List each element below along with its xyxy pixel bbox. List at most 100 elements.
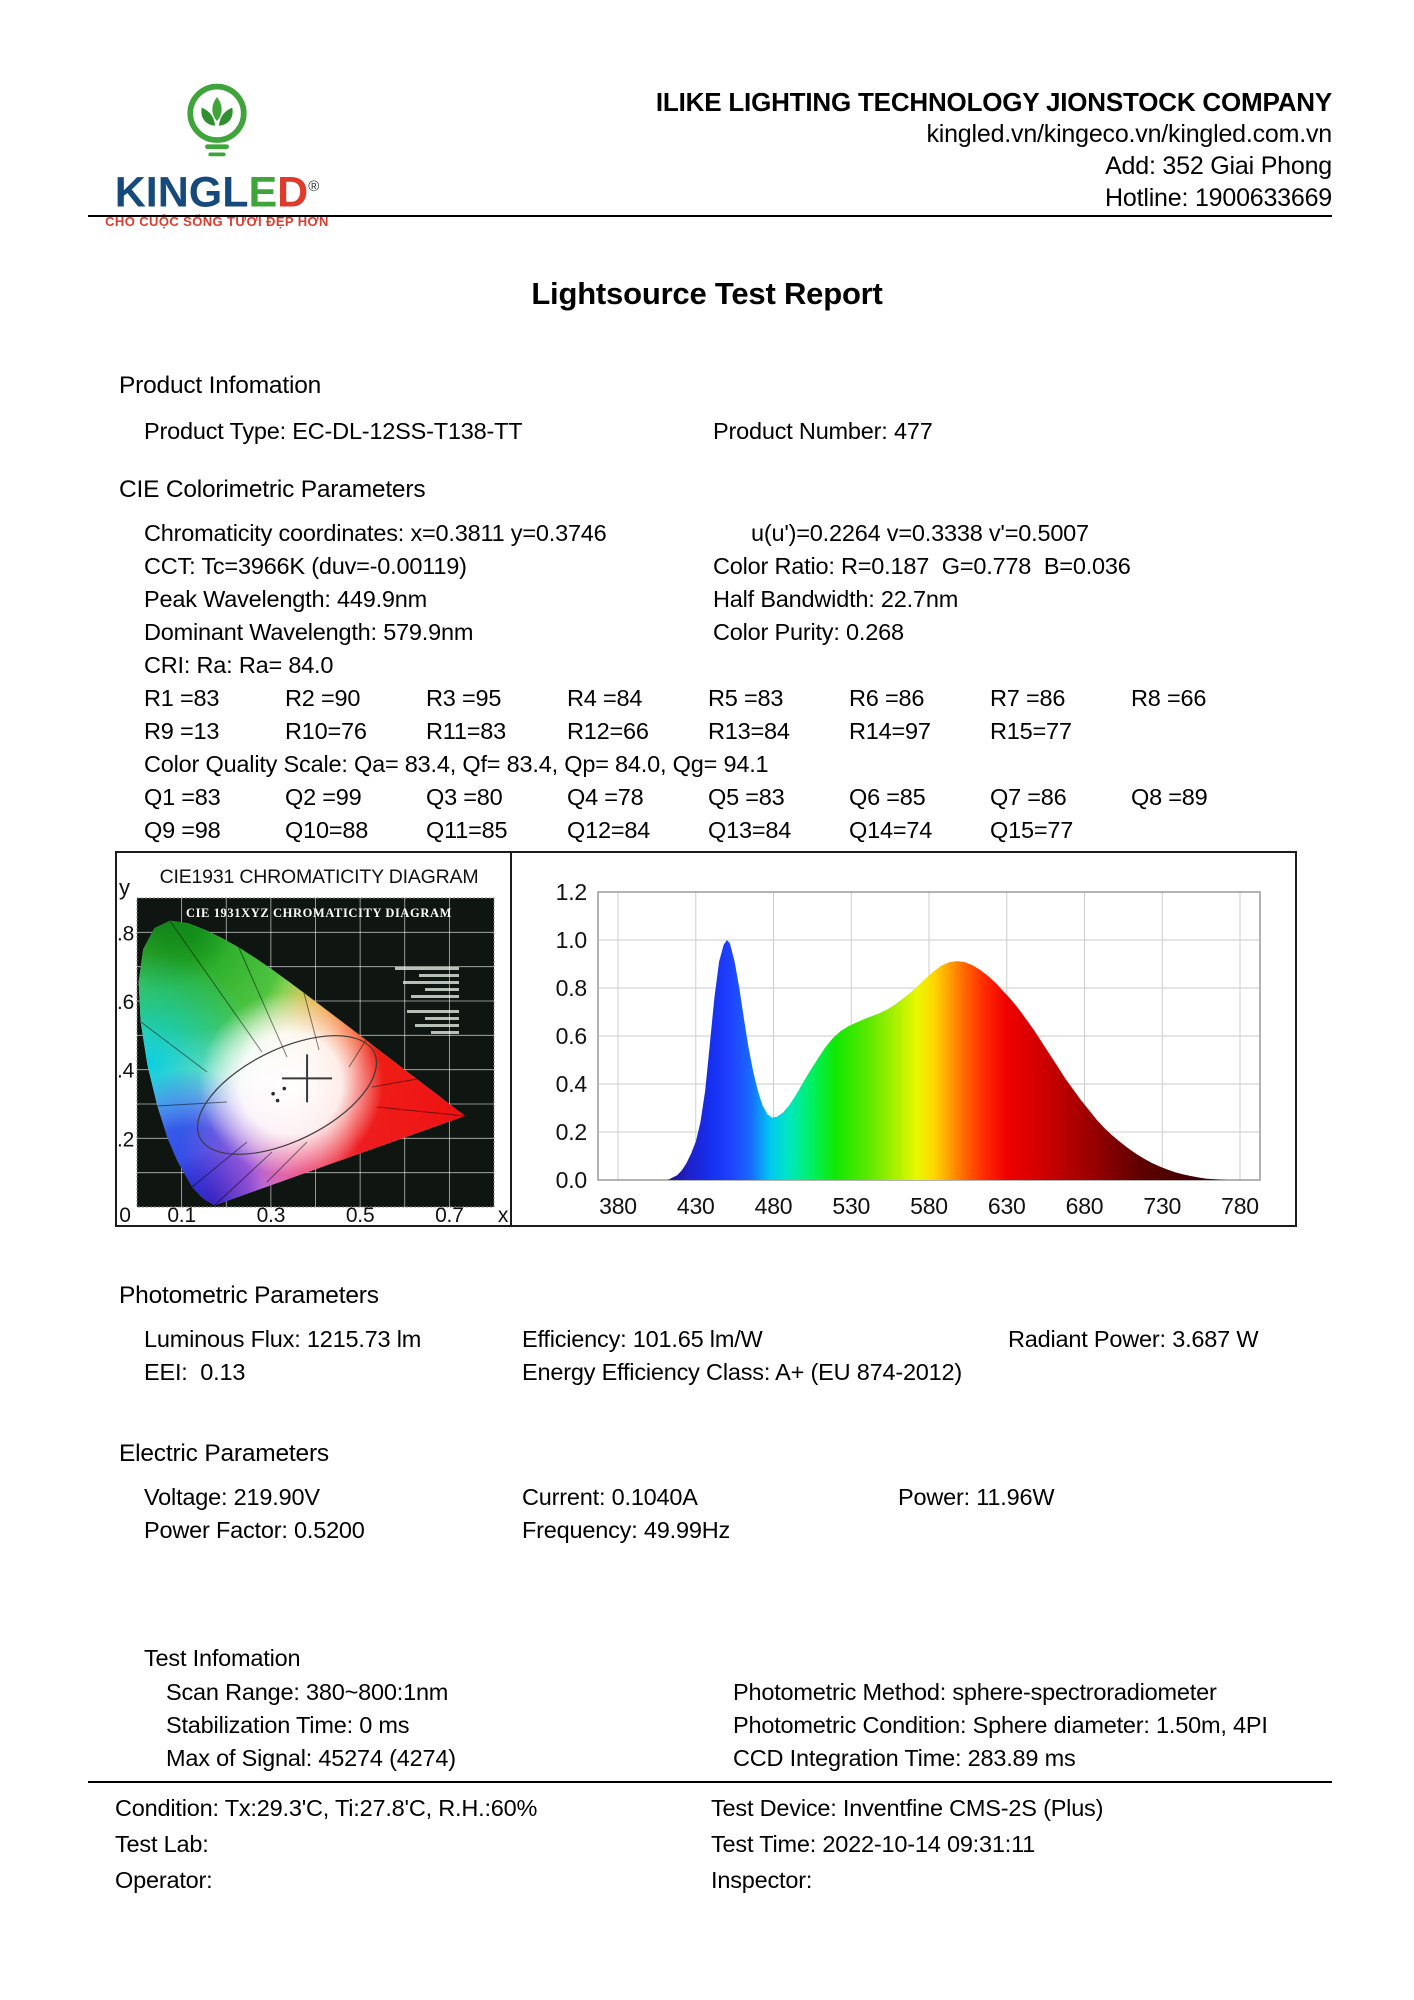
svg-text:1.0: 1.0 [556,927,587,953]
cie-legend-line [425,1017,459,1020]
index-value: R4 =84 [567,685,643,711]
index-value: Q7 =86 [990,784,1067,810]
spectral-distribution-chart: 0.0 0.2 0.4 0.6 0.8 1.0 1.2 380 430 480 530 580 630 6… [556,879,1261,1219]
cie-test-point-marker [282,1054,333,1103]
peak-wavelength-row: Peak Wavelength: 449.9nm Half Bandwidth:… [0,586,1414,620]
cqs-row: Color Quality Scale: Qa= 83.4, Qf= 83.4,… [0,751,1414,785]
footer-row1: Condition: Tx:29.3'C, Ti:27.8'C, R.H.:60… [0,1795,1414,1829]
cie-legend-line [411,995,459,998]
chromaticity-row: Chromaticity coordinates: x=0.3811 y=0.3… [0,520,1414,554]
charts-panel: CIE1931 CHROMATICITY DIAGRAM y .8 .6 .4 .2 0 0.… [115,851,1297,1227]
index-value: R2 =90 [285,685,361,711]
photometric-row2: EEI: 0.13 Energy Efficiency Class: A+ (E… [0,1359,1414,1393]
cie-legend-line [407,1010,459,1013]
index-value: R11=83 [426,718,507,744]
svg-text:430: 430 [677,1193,715,1219]
section-electric: Electric Parameters [119,1440,329,1467]
svg-text:CIE1931 CHROMATICITY DIAGRAM: CIE1931 CHROMATICITY DIAGRAM [160,866,479,888]
company-info-block: ILIKE LIGHTING TECHNOLOGY JIONSTOCK COMP… [656,86,1332,214]
index-value: Q10=88 [285,817,369,843]
company-website: kingled.vn/kingeco.vn/kingled.com.vn [926,120,1332,148]
cie-legend-line [403,981,459,984]
index-value: Q11=85 [426,817,508,843]
dominant-wavelength: Dominant Wavelength: 579.9nm [144,619,474,645]
test-info-row2: Stabilization Time: 0 ms Photometric Con… [0,1712,1414,1746]
svg-text:0.7: 0.7 [435,1204,464,1227]
cri-ra: CRI: Ra: Ra= 84.0 [144,652,334,678]
index-value: Q12=84 [567,817,651,843]
index-value: Q6 =85 [849,784,926,810]
index-value: R3 =95 [426,685,502,711]
frequency: Frequency: 49.99Hz [522,1517,731,1543]
company-name: ILIKE LIGHTING TECHNOLOGY JIONSTOCK COMP… [655,87,1332,117]
kingled-logo: KINGLED® CHO CUỘC SỐNG TƯƠI ĐẸP HƠN [83,78,351,229]
index-value: R13=84 [708,718,790,744]
product-number: Product Number: 477 [713,418,933,444]
dominant-wavelength-row: Dominant Wavelength: 579.9nm Color Purit… [0,619,1414,653]
test-device: Test Device: Inventfine CMS-2S (Plus) [711,1795,1104,1821]
spectrum-area [667,940,1228,1180]
color-purity: Color Purity: 0.268 [713,619,904,645]
svg-text:480: 480 [755,1193,793,1219]
svg-text:.4: .4 [117,1060,135,1083]
half-bandwidth: Half Bandwidth: 22.7nm [713,586,959,612]
cie-legend-line [395,967,459,970]
cie-legend-line [415,1024,459,1027]
svg-text:630: 630 [988,1193,1026,1219]
header-divider [88,215,1332,217]
cie-chromaticity-chart: CIE1931 CHROMATICITY DIAGRAM y .8 .6 .4 .2 0 0.… [117,866,509,1227]
index-value: R5 =83 [708,685,784,711]
kingled-bulb-icon [187,83,247,157]
company-address: Add: 352 Giai Phong [1105,152,1332,180]
section-cie-parameters: CIE Colorimetric Parameters [119,476,426,503]
section-product-information: Product Infomation [119,372,322,399]
registered-mark-icon: ® [308,178,320,195]
cie-legend-line [431,1031,459,1034]
cqs-values-row1: Q1 =83 Q2 =99 Q3 =80 Q4 =78 Q5 =83 Q6 =85 Q7 =… [0,784,1414,818]
index-value: Q8 =89 [1131,784,1208,810]
footer-row2: Test Lab: Test Time: 2022-10-14 09:31:11 [0,1831,1414,1865]
svg-text:0.1: 0.1 [167,1204,196,1227]
svg-text:0.0: 0.0 [556,1167,587,1193]
luminous-flux: Luminous Flux: 1215.73 lm [144,1326,422,1352]
photometric-method: Photometric Method: sphere-spectroradiom… [733,1679,1217,1705]
index-value: Q9 =98 [144,817,221,843]
kingled-wordmark: KINGLED® [83,167,351,214]
chromaticity-coordinates: Chromaticity coordinates: x=0.3811 y=0.3… [144,520,607,546]
index-value: Q2 =99 [285,784,362,810]
index-value: R8 =66 [1131,685,1207,711]
section-photometric: Photometric Parameters [119,1282,379,1309]
svg-text:580: 580 [910,1193,948,1219]
max-of-signal: Max of Signal: 45274 (4274) [166,1745,456,1771]
svg-text:0.4: 0.4 [556,1071,588,1097]
stabilization-time: Stabilization Time: 0 ms [166,1712,410,1738]
index-value: Q15=77 [990,817,1074,843]
index-value: R15=77 [990,718,1072,744]
index-value: R12=66 [567,718,649,744]
index-value: R7 =86 [990,685,1066,711]
index-value: Q4 =78 [567,784,644,810]
eei: EEI: 0.13 [144,1359,246,1385]
index-value: R10=76 [285,718,367,744]
svg-text:0.8: 0.8 [556,975,587,1001]
svg-text:680: 680 [1066,1193,1104,1219]
svg-text:.2: .2 [117,1128,134,1151]
operator: Operator: [115,1867,213,1893]
logo-text-d: D [277,168,309,217]
report-title: Lightsource Test Report [531,276,883,311]
cie-legend-line [425,988,459,991]
power-factor: Power Factor: 0.5200 [144,1517,365,1543]
logo-text-e: E [248,168,278,217]
company-hotline: Hotline: 1900633669 [1105,184,1332,212]
product-row: Product Type: EC-DL-12SS-T138-TT Product… [0,418,1414,452]
test-condition: Condition: Tx:29.3'C, Ti:27.8'C, R.H.:60… [115,1795,538,1821]
index-value: Q14=74 [849,817,933,843]
svg-text:380: 380 [599,1193,637,1219]
svg-text:780: 780 [1221,1193,1259,1219]
svg-text:x: x [498,1204,509,1227]
ccd-integration-time: CCD Integration Time: 283.89 ms [733,1745,1076,1771]
cct-value: CCT: Tc=3966K (duv=-0.00119) [144,553,467,579]
current: Current: 0.1040A [522,1484,698,1510]
efficiency: Efficiency: 101.65 lm/W [522,1326,763,1352]
